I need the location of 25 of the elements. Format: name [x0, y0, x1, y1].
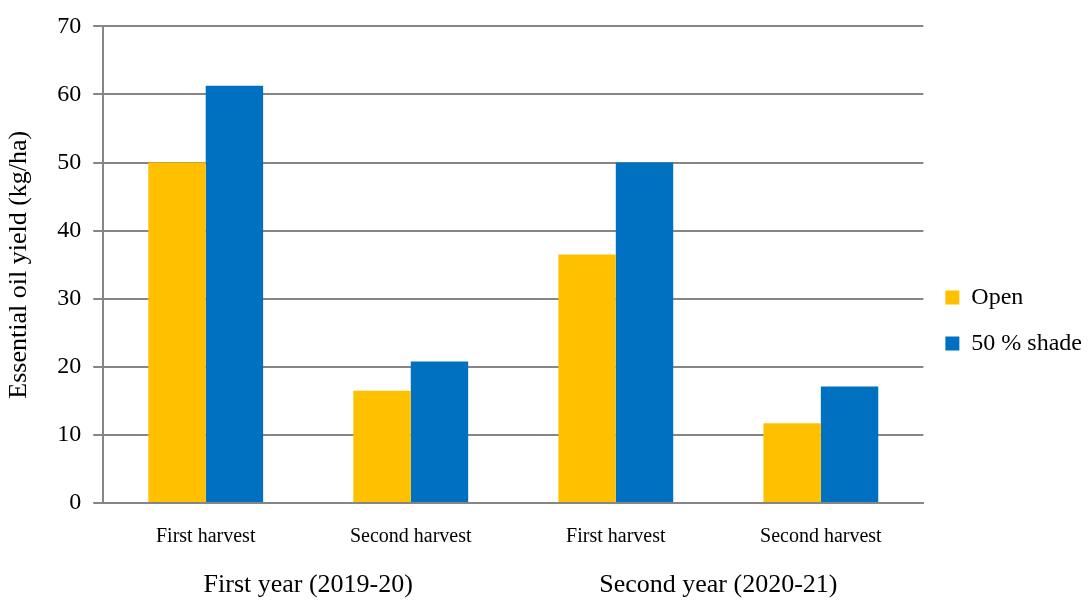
text: Second year (2020-21) [599, 568, 838, 598]
x-tick-label: First harvest [156, 524, 256, 547]
y-tick-label: 60 [57, 79, 82, 106]
y-tick-label: 70 [57, 11, 82, 38]
y-tick-label: 10 [57, 420, 82, 447]
bar [410, 361, 469, 502]
y-tick-label: 20 [57, 352, 82, 379]
y-axis-title: Essential oil yield (kg/ha) [3, 130, 33, 399]
bar [820, 386, 879, 502]
x-tick-label: First harvest [566, 524, 666, 547]
bar [148, 162, 206, 502]
legend-label: Open [971, 282, 1024, 309]
text: First year (2019-20) [203, 568, 413, 598]
y-tick-label: 30 [57, 284, 82, 311]
y-tick-label: 50 [57, 147, 82, 174]
y-tick-label: 40 [57, 215, 82, 242]
x-tick-label: Second harvest [760, 524, 883, 547]
bar [205, 85, 264, 502]
x-tick-label: Second harvest [349, 524, 473, 547]
bar [558, 254, 616, 502]
bar [763, 423, 821, 502]
bar [615, 162, 674, 502]
bar [353, 390, 411, 502]
legend-label: 50 % shade [971, 328, 1082, 355]
y-tick-label: 0 [69, 488, 82, 515]
